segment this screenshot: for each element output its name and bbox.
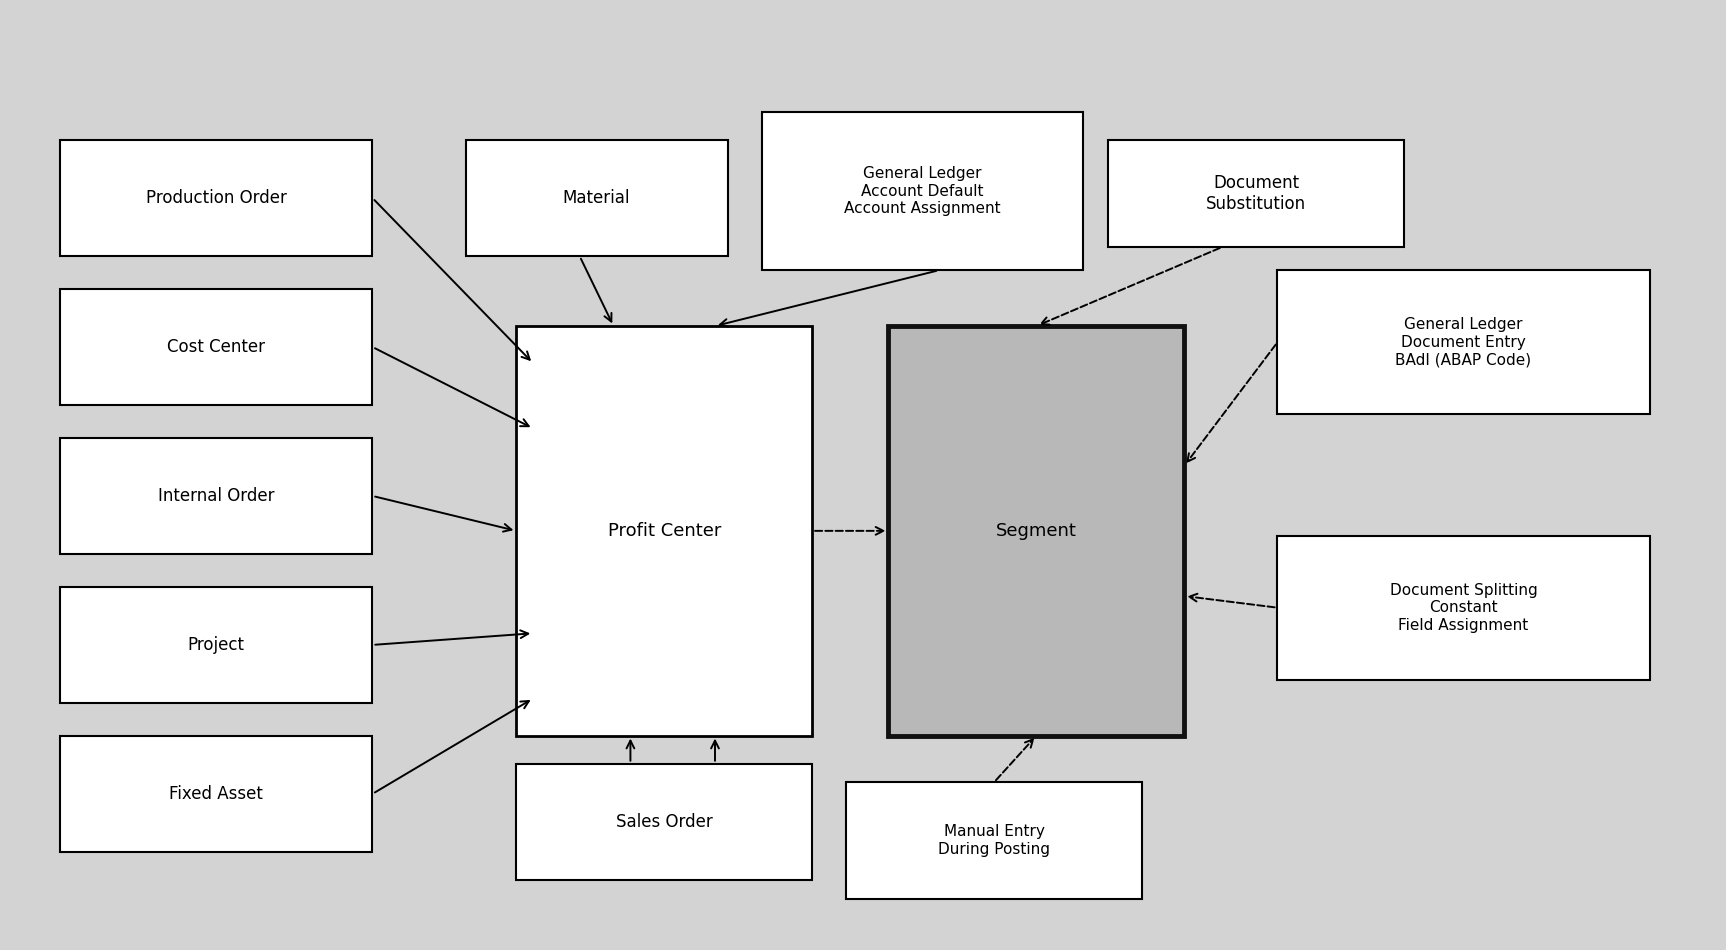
Text: Sales Order: Sales Order	[616, 813, 713, 831]
Text: Project: Project	[188, 636, 245, 654]
FancyBboxPatch shape	[846, 782, 1143, 899]
Text: Document Splitting
Constant
Field Assignment: Document Splitting Constant Field Assign…	[1389, 582, 1538, 633]
Text: Profit Center: Profit Center	[608, 522, 721, 540]
FancyBboxPatch shape	[59, 587, 373, 703]
FancyBboxPatch shape	[59, 438, 373, 554]
FancyBboxPatch shape	[516, 764, 813, 880]
Text: Internal Order: Internal Order	[157, 487, 274, 505]
Text: Fixed Asset: Fixed Asset	[169, 785, 262, 803]
Text: Production Order: Production Order	[145, 189, 287, 207]
FancyBboxPatch shape	[1277, 270, 1650, 414]
Text: Document
Substitution: Document Substitution	[1206, 174, 1307, 213]
Text: General Ledger
Account Default
Account Assignment: General Ledger Account Default Account A…	[844, 166, 1001, 216]
FancyBboxPatch shape	[59, 140, 373, 256]
Text: Material: Material	[563, 189, 630, 207]
FancyBboxPatch shape	[1277, 536, 1650, 680]
FancyBboxPatch shape	[1108, 140, 1405, 247]
FancyBboxPatch shape	[466, 140, 728, 256]
FancyBboxPatch shape	[59, 289, 373, 406]
Text: General Ledger
Document Entry
BAdI (ABAP Code): General Ledger Document Entry BAdI (ABAP…	[1395, 317, 1531, 368]
FancyBboxPatch shape	[59, 735, 373, 852]
Text: Manual Entry
During Posting: Manual Entry During Posting	[939, 825, 1049, 857]
Text: Cost Center: Cost Center	[167, 338, 266, 356]
FancyBboxPatch shape	[516, 326, 813, 735]
FancyBboxPatch shape	[889, 326, 1184, 735]
FancyBboxPatch shape	[761, 112, 1082, 270]
Text: Segment: Segment	[996, 522, 1077, 540]
